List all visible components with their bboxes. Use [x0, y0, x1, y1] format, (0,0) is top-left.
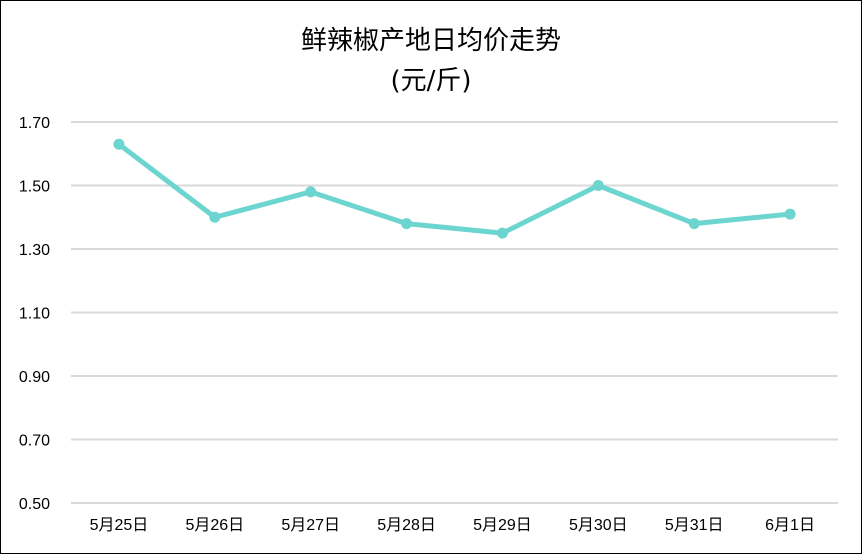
data-point — [305, 186, 317, 198]
data-point — [209, 211, 221, 223]
x-tick-label: 5月27日 — [281, 517, 340, 534]
y-tick-label: 0.70 — [19, 433, 50, 450]
data-point — [592, 180, 604, 191]
y-tick-label: 1.30 — [19, 242, 50, 259]
x-tick-label: 5月29日 — [473, 517, 532, 534]
y-tick-label: 0.50 — [19, 496, 50, 513]
y-tick-label: 1.70 — [19, 115, 50, 132]
y-tick-label: 1.50 — [19, 179, 50, 196]
y-tick-label: 1.10 — [19, 306, 50, 323]
x-tick-label: 5月31日 — [665, 517, 724, 534]
data-point — [401, 218, 413, 230]
x-tick-label: 5月25日 — [90, 517, 149, 534]
x-tick-label: 5月28日 — [377, 517, 436, 534]
data-point — [688, 218, 700, 230]
series-line — [117, 142, 791, 236]
x-tick-label: 5月30日 — [569, 517, 628, 534]
x-tick-label: 6月1日 — [765, 517, 815, 534]
x-tick-label: 5月26日 — [185, 517, 244, 534]
chart-subtitle: (元/斤) — [390, 66, 472, 96]
data-point — [784, 208, 796, 220]
chart-title: 鲜辣椒产地日均价走势 — [300, 26, 561, 56]
y-tick-label: 0.90 — [19, 369, 50, 386]
data-point — [113, 138, 125, 150]
data-point — [496, 227, 508, 239]
